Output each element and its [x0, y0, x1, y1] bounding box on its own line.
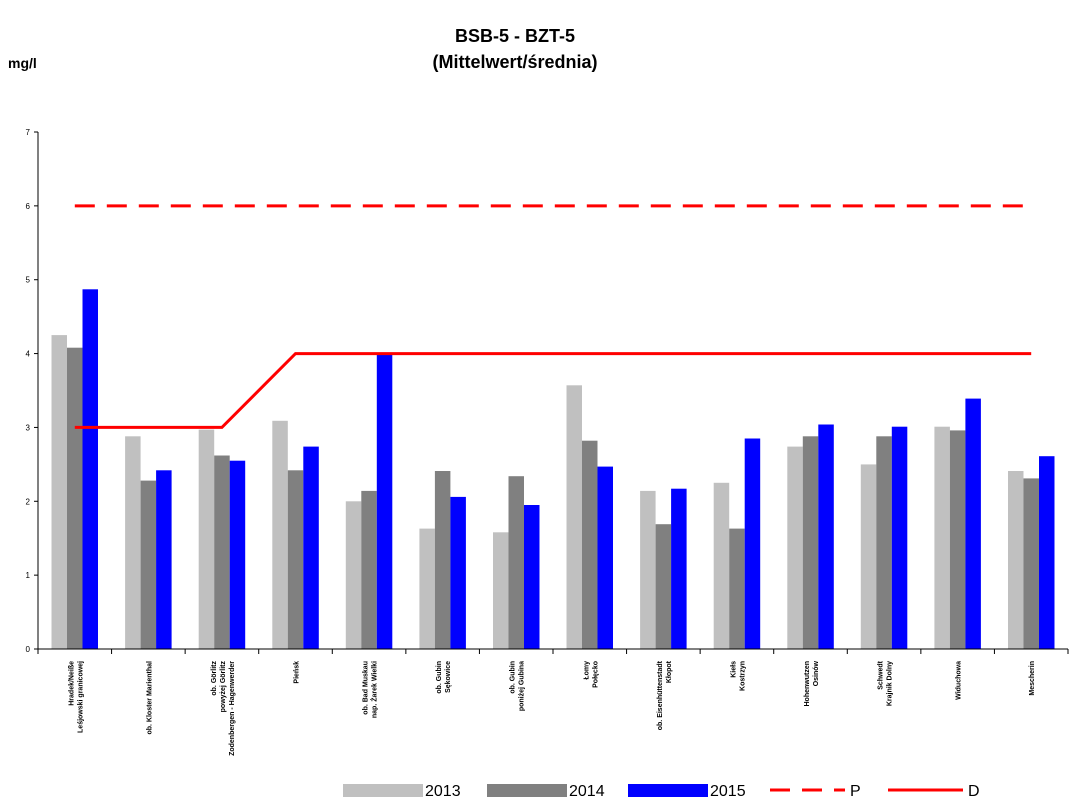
bar-2014-5	[434, 471, 451, 649]
bar-2014-6	[508, 476, 524, 649]
bar-2013-13	[1008, 471, 1024, 649]
x-tick-label-2-2: Zodenbergen - Hagenwerder	[229, 661, 236, 756]
x-tick-label-5-1: Sękowice	[445, 661, 452, 693]
bar-2013-6	[493, 532, 509, 649]
bar-2013-2	[198, 429, 215, 649]
reference-line-D	[74, 352, 1032, 429]
x-tick-label-0-1: Leśjowski granicowej	[77, 661, 84, 733]
legend: 2013 2014 2015 P D	[343, 783, 980, 800]
y-tick-label-7: 7	[26, 128, 31, 137]
chart-title: BSB-5 - BZT-5	[455, 26, 575, 46]
bar-2014-0	[67, 347, 83, 649]
bar-2015-12	[965, 398, 981, 649]
x-tick-label-0-0: Hradek/Neiße	[68, 661, 75, 706]
x-tick-label-9-1: Kostrzyn	[739, 661, 746, 691]
legend-label-2013: 2013	[425, 783, 461, 800]
legend-label-P: P	[850, 783, 861, 800]
bar-2015-5	[450, 496, 466, 649]
bar-2014-7	[582, 440, 598, 649]
bars-group	[51, 289, 1055, 649]
bar-2015-11	[891, 426, 908, 649]
x-tick-label-7-0: Łomy	[583, 661, 590, 680]
bar-2013-7	[566, 385, 582, 649]
x-tick-label-6-1: poniżej Gubina	[519, 661, 526, 711]
x-tick-label-1-0: ob. Kloster Marienthal	[146, 661, 153, 735]
x-tick-label-10-1: Osinów	[813, 660, 820, 686]
bar-2015-7	[597, 466, 613, 649]
bar-2014-4	[361, 490, 377, 649]
y-tick-label-5: 5	[26, 276, 31, 285]
bar-2014-8	[655, 524, 672, 649]
y-tick-label-2: 2	[26, 497, 31, 506]
bar-2014-13	[1023, 478, 1039, 649]
bar-2013-1	[125, 436, 141, 649]
y-tick-label-3: 3	[26, 423, 31, 432]
y-tick-label-0: 0	[26, 645, 31, 654]
bar-2015-1	[156, 470, 172, 649]
y-tick-label-6: 6	[26, 202, 31, 211]
reference-lines-group	[74, 204, 1032, 429]
bar-2015-0	[82, 289, 98, 649]
legend-label-D: D	[968, 783, 980, 800]
bar-2014-11	[876, 436, 892, 649]
x-tick-label-4-0: ob. Bad Muskau	[363, 661, 370, 715]
x-tick-label-8-1: Kłopot	[666, 660, 673, 683]
legend-label-2015: 2015	[710, 783, 746, 800]
x-tick-label-12-0: Widuchowa	[956, 661, 963, 700]
axes-group: 0 1 2 3 4 5 6 7 Hradek/Neiße Leśjowski granicowej…	[26, 128, 1069, 756]
legend-swatch-2014	[487, 784, 567, 797]
x-tick-label-3-0: Pieńsk	[294, 661, 301, 684]
legend-label-2014: 2014	[569, 783, 605, 800]
chart-subtitle: (Mittelwert/średnia)	[432, 52, 597, 72]
bar-2013-0	[51, 335, 67, 649]
bar-2015-9	[744, 438, 761, 649]
bar-2014-12	[949, 430, 966, 649]
bar-2013-8	[640, 490, 656, 649]
x-tick-label-6-0: ob. Gubin	[510, 661, 517, 694]
legend-swatch-2013	[343, 784, 423, 797]
y-tick-label-1: 1	[26, 571, 31, 580]
bar-2013-3	[272, 420, 288, 649]
bar-2013-12	[934, 426, 950, 649]
bar-2014-1	[140, 480, 157, 649]
x-tick-label-7-1: Połęcko	[592, 661, 599, 688]
x-tick-label-13-0: Mescherin	[1029, 661, 1036, 696]
x-tick-label-9-0: Kiełs	[730, 661, 737, 678]
x-tick-label-5-0: ob. Gubin	[436, 661, 443, 694]
bar-2014-3	[287, 470, 304, 649]
bar-2014-9	[729, 528, 745, 649]
bar-2015-4	[376, 353, 393, 649]
bar-2013-5	[419, 528, 435, 649]
y-tick-label-4: 4	[26, 350, 31, 359]
x-tick-label-8-0: ob. Eisenhüttenstadt	[657, 660, 664, 730]
bar-2014-2	[214, 455, 230, 649]
x-tick-label-11-0: Schwedt	[878, 660, 885, 689]
bar-2013-11	[860, 464, 877, 649]
bar-2015-3	[303, 446, 319, 649]
bar-2015-13	[1039, 456, 1055, 649]
bar-2014-10	[802, 436, 819, 649]
x-tick-label-2-0: ob. Görlitz	[211, 661, 218, 696]
x-tick-label-11-1: Krajnik Dolny	[887, 661, 894, 706]
x-tick-label-2-1: powyżej Görlitz	[220, 661, 227, 713]
bar-2015-6	[524, 505, 540, 649]
bar-2015-2	[229, 460, 246, 649]
bar-2013-9	[713, 482, 730, 649]
legend-swatch-2015	[628, 784, 708, 797]
bar-2013-10	[787, 446, 803, 649]
x-tick-label-10-0: Hohenwutzen	[804, 661, 811, 707]
bar-2013-4	[345, 501, 362, 649]
bar-2015-8	[671, 488, 687, 649]
y-axis-unit-label: mg/l	[8, 55, 37, 71]
x-tick-label-4-1: nap. Żarek Wielki	[371, 661, 379, 718]
bar-2015-10	[818, 424, 834, 649]
